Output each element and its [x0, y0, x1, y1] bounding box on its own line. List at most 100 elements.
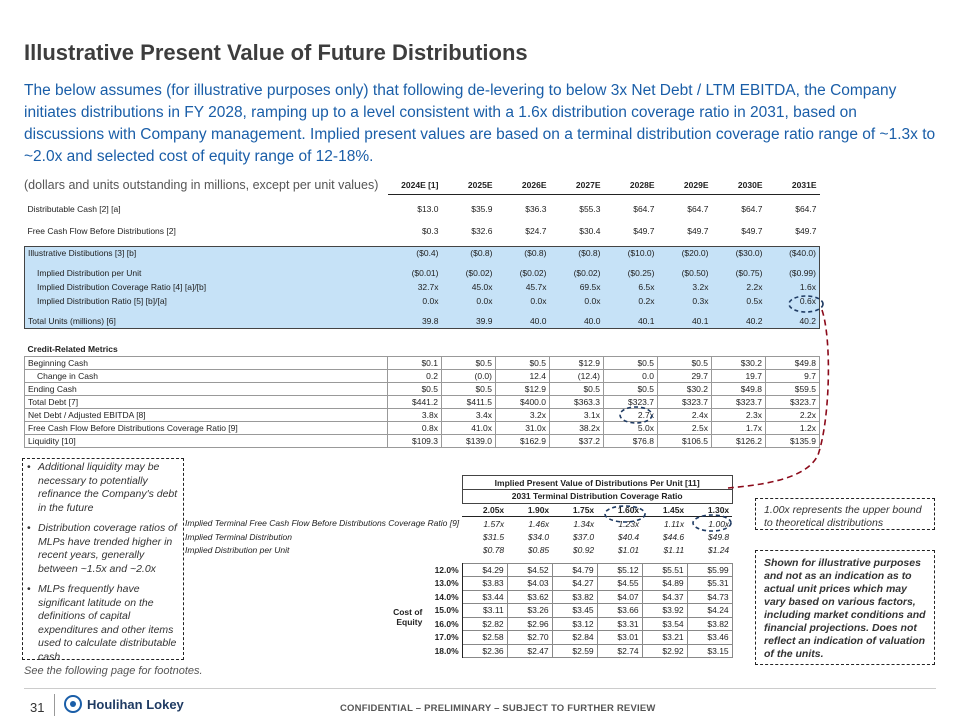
- table-cell: $34.0: [527, 531, 550, 542]
- pv-cell: $3.31: [596, 616, 643, 631]
- pv-cell: $3.54: [641, 616, 688, 631]
- total-units-row: Total Units (millions) [6] 39.8 39.9 40.…: [24, 314, 820, 329]
- table-cell: $0.92: [572, 545, 595, 556]
- table-cell: $49.8: [707, 531, 730, 542]
- table-cell: ($0.02): [495, 266, 550, 280]
- coverage-ratio-header-row: 2.05x 1.90x 1.75x 1.60x 1.45x 1.30x: [182, 503, 733, 517]
- pv-grid: 12.0% $4.29 $4.52 $4.79 $5.12 $5.51 $5.99 13.0%…: [182, 562, 733, 658]
- table-cell: 3.2x: [495, 407, 550, 422]
- table-cell: ($40.0): [765, 245, 820, 260]
- pv-cell: $4.89: [641, 576, 688, 591]
- table-cell: ($20.0): [657, 245, 712, 260]
- pv-cell: $4.27: [551, 576, 598, 591]
- pv-cell: $4.52: [506, 562, 553, 577]
- pv-cell: $3.92: [641, 603, 688, 618]
- credit-metrics-table: Credit-Related Metrics Beginning Cash $0.…: [24, 343, 820, 448]
- footer-separator: [54, 694, 55, 716]
- pv-cell: $2.96: [506, 616, 553, 631]
- table-cell: $49.8: [765, 355, 820, 370]
- pv-cell: $3.11: [461, 603, 508, 618]
- table-cell: $64.7: [795, 204, 817, 214]
- pv-cell: $3.01: [596, 630, 643, 645]
- credit-row: Ending Cash $0.5 $0.5 $12.9 $0.5 $0.5 $30.2 $49…: [24, 381, 820, 396]
- pv-cell: $3.44: [461, 589, 508, 604]
- table-cell: 1.57x: [483, 518, 505, 529]
- pv-grid-row: 17.0% $2.58 $2.70 $2.84 $3.01 $3.21 $3.46: [182, 630, 733, 645]
- distribution-per-unit-row: Implied Distribution per Unit $0.78 $0.8…: [182, 544, 732, 558]
- cost-of-equity-label-2: Equity: [396, 617, 423, 627]
- ratio-header: 1.45x: [642, 503, 688, 517]
- table-cell: $0.5: [603, 381, 658, 396]
- table-cell: ($0.75): [711, 266, 766, 280]
- table-cell: $0.85: [527, 545, 550, 556]
- table-cell: $37.0: [572, 531, 595, 542]
- implied-distribution-per-unit-row: Implied Distribution per Unit ($0.01) ($…: [24, 266, 820, 280]
- year-header: 2029E: [657, 176, 712, 195]
- credit-row: Total Debt [7] $441.2 $411.5 $400.0 $363.3 $3…: [24, 394, 820, 409]
- brand-logo: Houlihan Lokey: [64, 695, 184, 713]
- pv-cell: $3.21: [641, 630, 688, 645]
- cost-of-equity-label-1: Cost of: [393, 607, 423, 617]
- table-cell: $30.2: [657, 381, 712, 396]
- row-label: Net Debt / Adjusted EBITDA [8]: [24, 407, 388, 422]
- pv-cell: $4.29: [461, 562, 508, 577]
- table-cell: 39.8: [387, 314, 442, 329]
- table-cell: ($0.25): [603, 266, 658, 280]
- cost-of-equity-rate: 15.0%: [425, 603, 463, 617]
- table-cell: 40.2: [711, 314, 766, 329]
- table-cell: $109.3: [387, 433, 442, 448]
- table-cell: 0.3x: [657, 294, 712, 308]
- table-cell: 40.1: [603, 314, 658, 329]
- credit-row: Free Cash Flow Before Distributions Cove…: [24, 420, 820, 435]
- table-cell: $36.3: [525, 204, 547, 214]
- pv-cell: $5.12: [596, 562, 643, 577]
- table-cell: 31.0x: [495, 420, 550, 435]
- pv-cell: $2.84: [551, 630, 598, 645]
- table-cell: $0.5: [387, 381, 442, 396]
- table-cell: $323.7: [657, 394, 712, 409]
- terminal-fcf-coverage-row: Implied Terminal Free Cash Flow Before D…: [182, 517, 732, 531]
- table-cell: $76.8: [603, 433, 658, 448]
- pv-cell: $3.62: [506, 589, 553, 604]
- table-cell: 2.7x: [603, 407, 658, 422]
- table-cell: $64.7: [741, 204, 763, 214]
- table-cell: 1.23x: [618, 518, 640, 529]
- pv-cell: $5.31: [686, 576, 733, 591]
- pv-cell: $2.47: [506, 643, 553, 658]
- year-header-row: 2024E [1] 2025E 2026E 2027E 2028E 2029E …: [25, 176, 820, 195]
- pv-title: Implied Present Value of Distributions P…: [461, 475, 733, 490]
- row-label: Ending Cash: [24, 381, 388, 396]
- pv-cell: $3.66: [596, 603, 643, 618]
- pv-cell: $3.26: [506, 603, 553, 618]
- table-cell: 5.0x: [603, 420, 658, 435]
- upper-bound-note: 1.00x represents the upper bound to theo…: [755, 498, 935, 530]
- table-cell: 9.7: [765, 368, 820, 383]
- table-cell: ($0.02): [441, 266, 496, 280]
- table-cell: 39.9: [441, 314, 496, 329]
- cost-of-equity-rate: 18.0%: [425, 644, 463, 658]
- table-cell: 0.0x: [441, 294, 496, 308]
- table-cell: 2.2x: [765, 407, 820, 422]
- table-cell: $35.9: [471, 204, 493, 214]
- credit-row: Beginning Cash $0.1 $0.5 $0.5 $12.9 $0.5 $0.5 $…: [24, 355, 820, 370]
- implied-distribution-ratio-row: Implied Distribution Ratio [5] [b]/[a] 0…: [24, 294, 820, 308]
- credit-row: Change in Cash 0.2 (0.0) 12.4 (12.4) 0.0 29.7 1…: [24, 368, 820, 383]
- row-label: Total Units (millions) [6]: [24, 314, 388, 329]
- row-label: Total Debt [7]: [24, 394, 388, 409]
- table-cell: (0.0): [441, 368, 496, 383]
- table-cell: $0.5: [441, 381, 496, 396]
- table-cell: $49.7: [795, 226, 817, 236]
- note-item: MLPs frequently have significant latitud…: [27, 583, 179, 664]
- credit-row: Liquidity [10] $109.3 $139.0 $162.9 $37.2 $76…: [24, 433, 820, 448]
- table-cell: $37.2: [549, 433, 604, 448]
- pv-cell: $4.24: [686, 603, 733, 618]
- table-cell: $24.7: [525, 226, 547, 236]
- table-cell: 0.2x: [603, 294, 658, 308]
- table-cell: 69.5x: [549, 280, 604, 294]
- logo-icon: [64, 695, 82, 713]
- notes-callout: Additional liquidity may be necessary to…: [22, 458, 184, 663]
- table-cell: $139.0: [441, 433, 496, 448]
- pv-subtitle: 2031 Terminal Distribution Coverage Rati…: [461, 489, 733, 504]
- table-cell: 2.4x: [657, 407, 712, 422]
- table-cell: 3.8x: [387, 407, 442, 422]
